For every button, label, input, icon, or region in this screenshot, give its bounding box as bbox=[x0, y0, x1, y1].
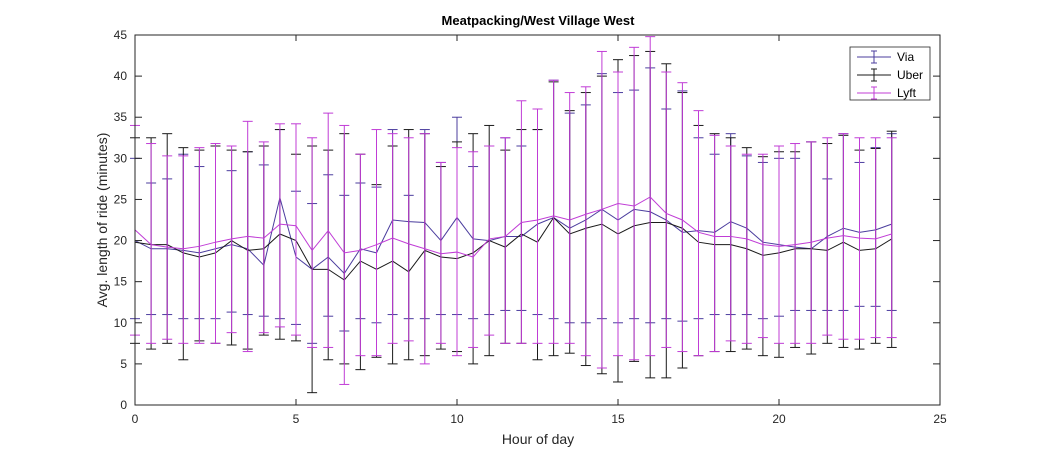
x-tick-label: 15 bbox=[611, 412, 625, 426]
x-tick-label: 10 bbox=[450, 412, 464, 426]
y-tick-label: 0 bbox=[120, 398, 127, 412]
y-tick-label: 5 bbox=[120, 357, 127, 371]
legend-label: Lyft bbox=[897, 86, 917, 100]
chart-title: Meatpacking/West Village West bbox=[442, 13, 636, 28]
x-tick-label: 25 bbox=[933, 412, 947, 426]
legend-box bbox=[849, 46, 931, 101]
y-tick-label: 15 bbox=[114, 275, 128, 289]
y-tick-label: 20 bbox=[114, 234, 128, 248]
legend-label: Via bbox=[897, 50, 914, 64]
legend: Via Uber Lyft bbox=[849, 46, 931, 101]
y-axis-ticks: 0 5 10 15 20 25 30 35 40 45 bbox=[114, 28, 940, 412]
x-axis-label: Hour of day bbox=[502, 431, 574, 447]
series-line bbox=[134, 197, 892, 275]
y-tick-label: 25 bbox=[114, 192, 128, 206]
y-tick-label: 45 bbox=[114, 28, 128, 42]
series-line bbox=[134, 196, 892, 258]
series-lyft bbox=[130, 36, 897, 385]
y-tick-label: 30 bbox=[114, 151, 128, 165]
legend-item-lyft: Lyft bbox=[857, 86, 917, 100]
series-line bbox=[134, 216, 892, 281]
x-tick-label: 20 bbox=[772, 412, 786, 426]
y-tick-label: 10 bbox=[114, 316, 128, 330]
legend-item-uber: Uber bbox=[857, 68, 923, 82]
legend-label: Uber bbox=[897, 68, 923, 82]
x-axis-ticks: 0 5 10 15 20 25 bbox=[132, 35, 947, 426]
x-tick-label: 5 bbox=[293, 412, 300, 426]
plot-frame bbox=[134, 34, 941, 406]
y-axis-label: Avg. length of ride (minutes) bbox=[94, 133, 110, 308]
x-tick-label: 0 bbox=[132, 412, 139, 426]
y-tick-label: 40 bbox=[114, 69, 128, 83]
legend-item-via: Via bbox=[857, 50, 914, 64]
plot-area bbox=[130, 34, 941, 406]
y-tick-label: 35 bbox=[114, 110, 128, 124]
